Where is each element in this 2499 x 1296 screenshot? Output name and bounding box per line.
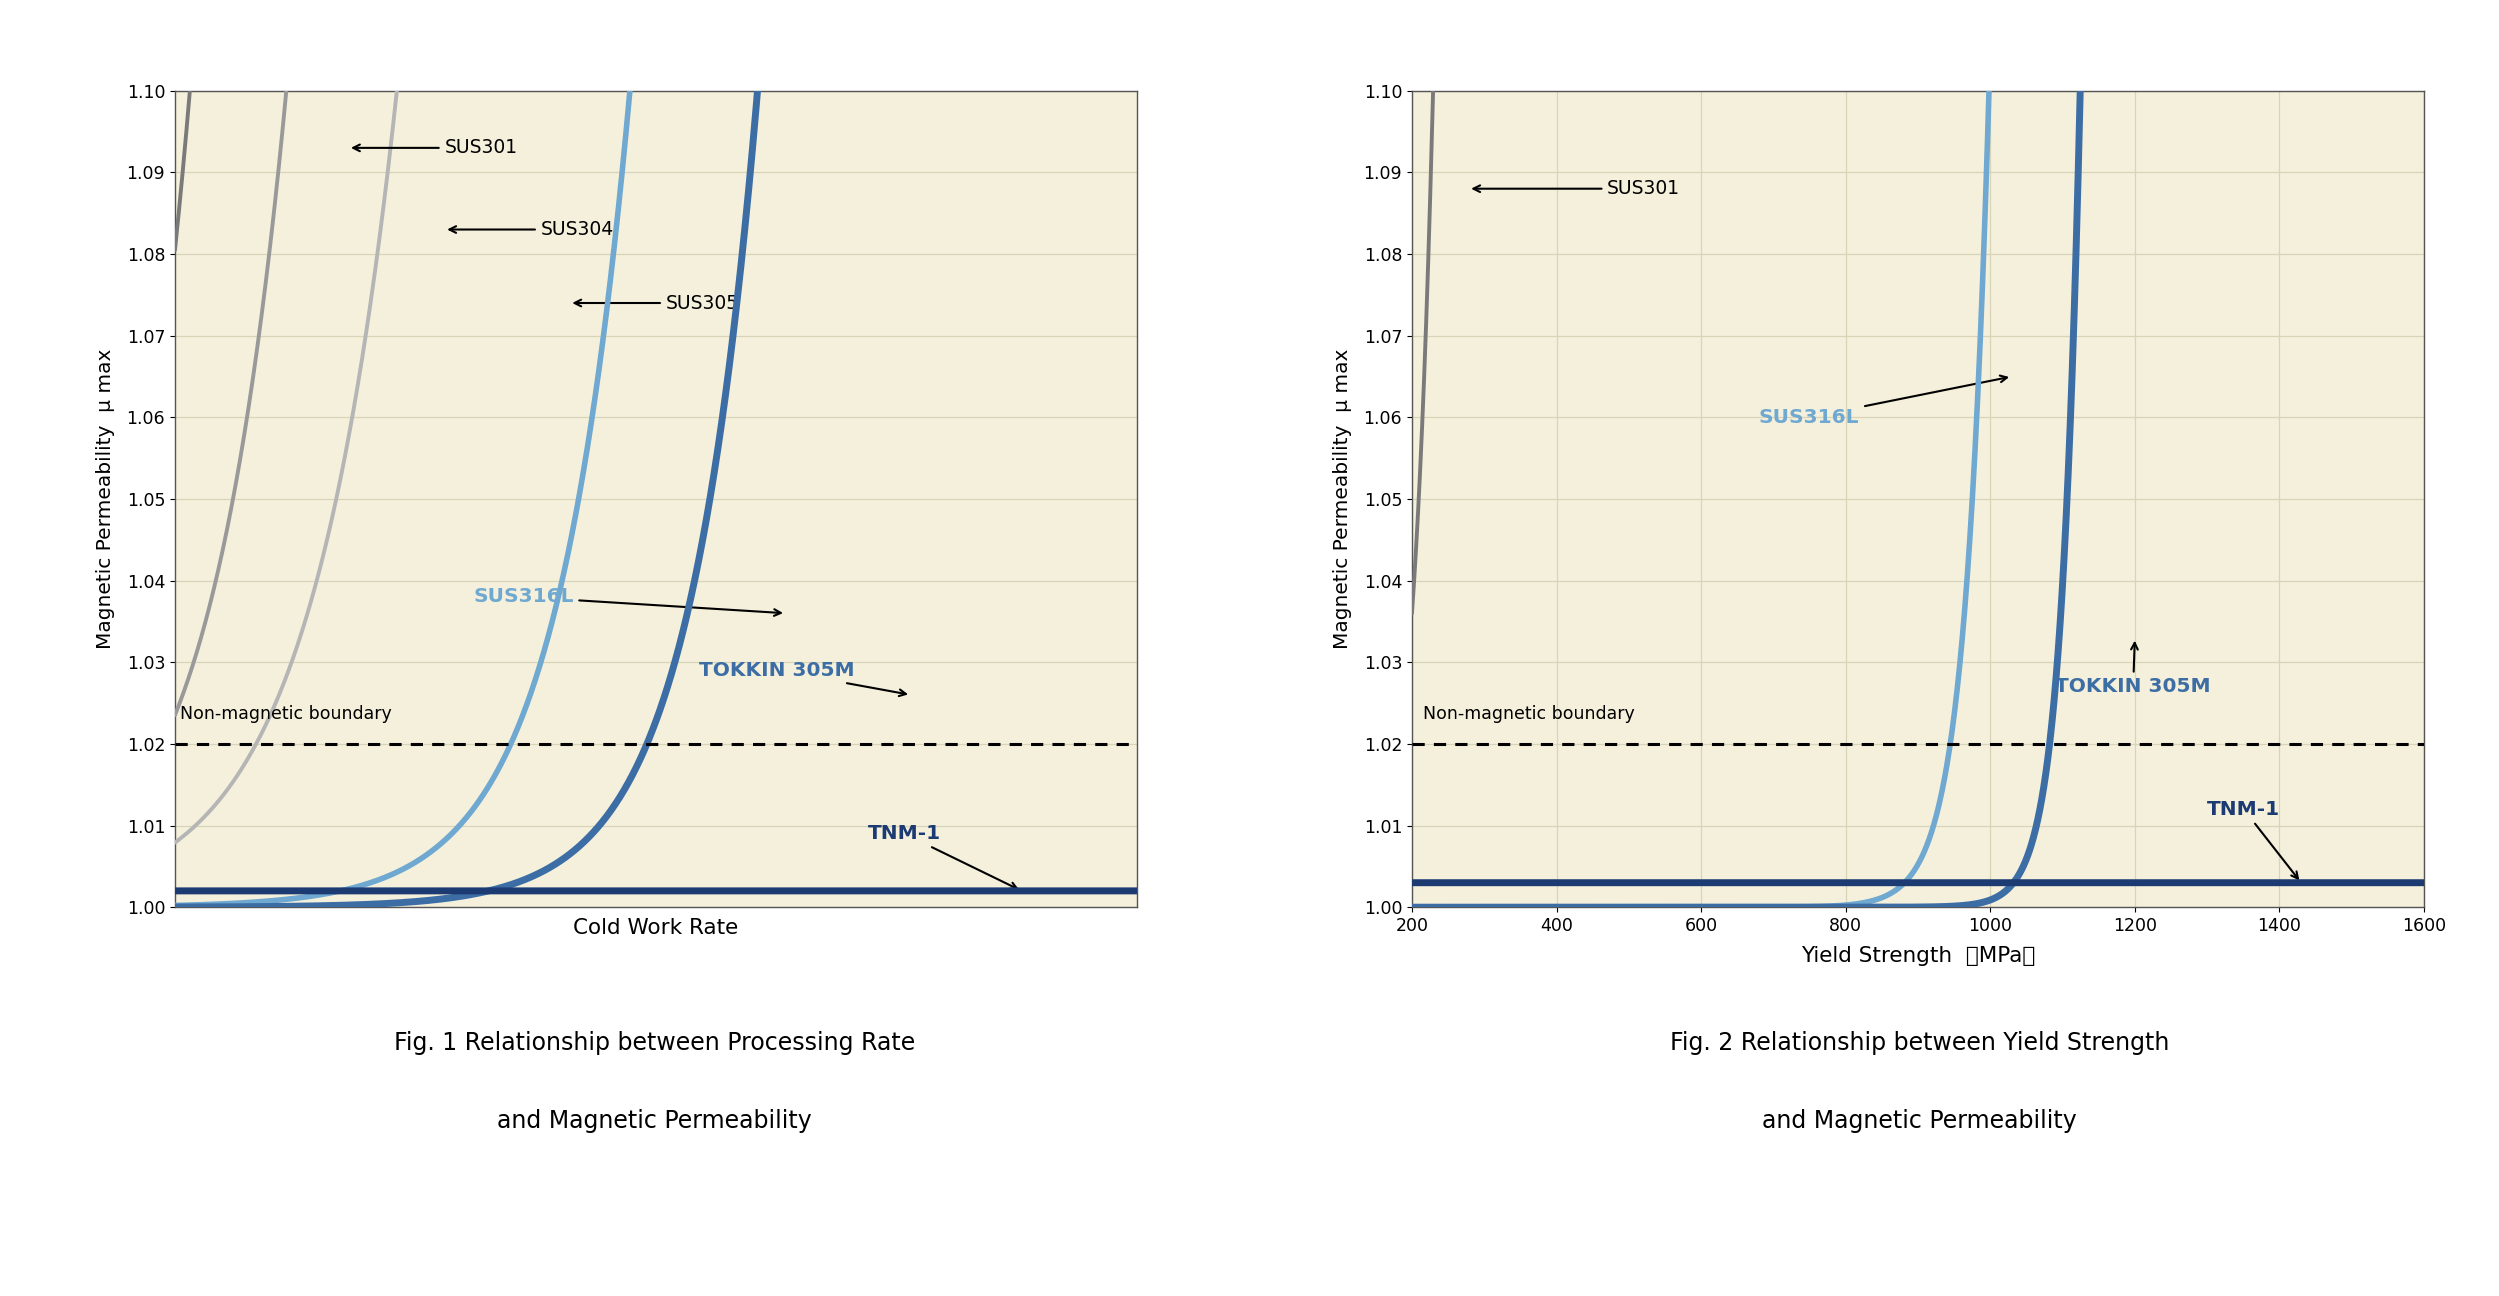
Text: TOKKIN 305M: TOKKIN 305M — [700, 661, 907, 696]
Text: and Magnetic Permeability: and Magnetic Permeability — [497, 1109, 812, 1133]
Text: SUS316L: SUS316L — [1759, 376, 2007, 426]
Text: SUS316L: SUS316L — [472, 587, 780, 616]
Text: SUS301: SUS301 — [352, 139, 517, 157]
Y-axis label: Magnetic Permeability  μ max: Magnetic Permeability μ max — [1334, 349, 1352, 649]
X-axis label: Cold Work Rate: Cold Work Rate — [572, 919, 740, 938]
Text: Non-magnetic boundary: Non-magnetic boundary — [1422, 705, 1634, 723]
Text: SUS301: SUS301 — [1474, 179, 1679, 198]
Y-axis label: Magnetic Permeability  μ max: Magnetic Permeability μ max — [97, 349, 115, 649]
Text: Fig. 2 Relationship between Yield Strength: Fig. 2 Relationship between Yield Streng… — [1669, 1032, 2169, 1055]
Text: TNM-1: TNM-1 — [2207, 800, 2299, 879]
Text: SUS304: SUS304 — [450, 220, 615, 238]
Text: TOKKIN 305M: TOKKIN 305M — [2054, 643, 2212, 696]
Text: Fig. 1 Relationship between Processing Rate: Fig. 1 Relationship between Processing R… — [395, 1032, 915, 1055]
Text: SUS305: SUS305 — [575, 293, 740, 312]
X-axis label: Yield Strength  ［MPa］: Yield Strength ［MPa］ — [1802, 946, 2034, 966]
Text: and Magnetic Permeability: and Magnetic Permeability — [1762, 1109, 2077, 1133]
Text: Non-magnetic boundary: Non-magnetic boundary — [180, 705, 392, 723]
Text: TNM-1: TNM-1 — [867, 824, 1017, 889]
